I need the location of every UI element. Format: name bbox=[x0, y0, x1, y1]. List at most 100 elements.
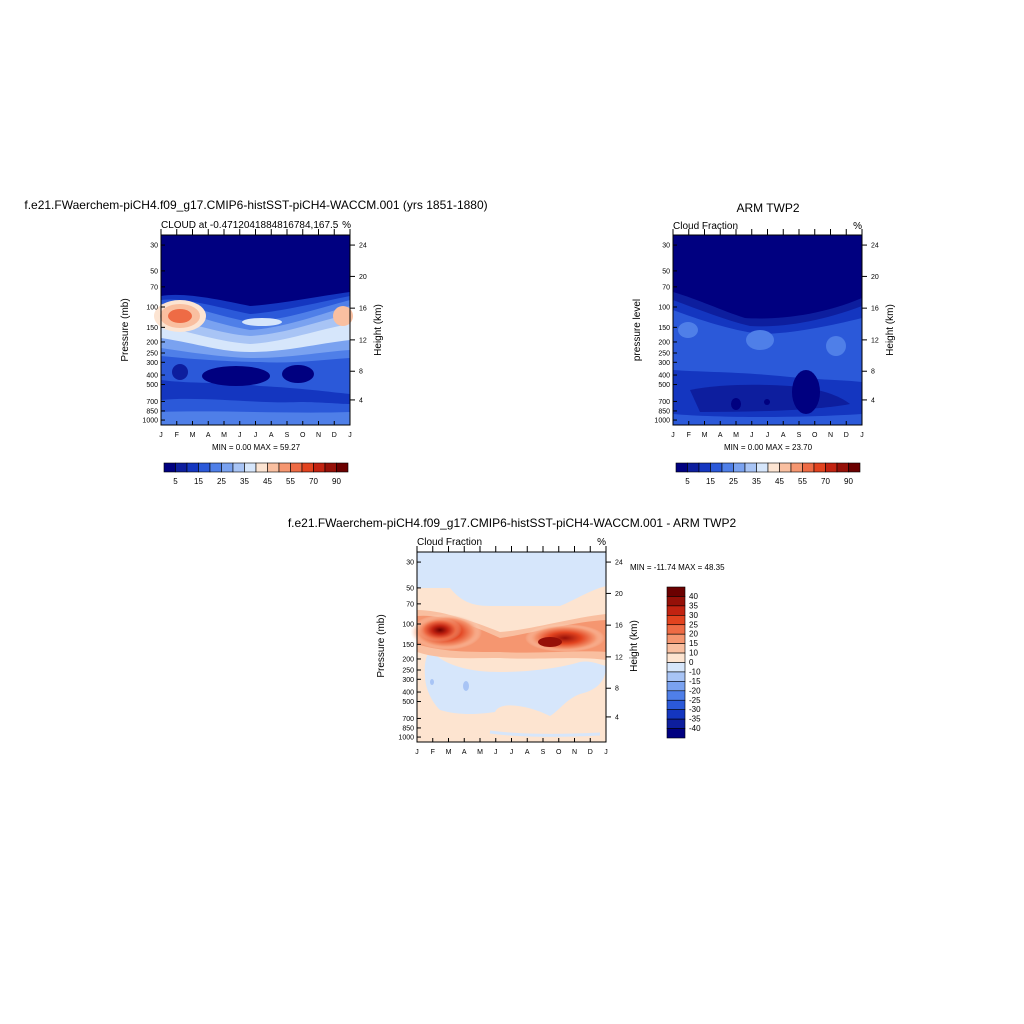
y-tick-label: 100 bbox=[658, 305, 670, 312]
colorbar-label: 5 bbox=[173, 477, 178, 486]
colorbar-label: 90 bbox=[332, 477, 341, 486]
colorbar-label: 5 bbox=[685, 477, 690, 486]
panel-model-colorbar: 5 15 25 35 45 55 70 90 bbox=[163, 462, 349, 486]
y-tick-label: 250 bbox=[402, 667, 414, 674]
y2-tick-label: 8 bbox=[871, 369, 875, 376]
y-tick-label: 50 bbox=[406, 585, 414, 592]
y-tick-label: 700 bbox=[658, 399, 670, 406]
y-tick-label: 700 bbox=[402, 716, 414, 723]
panel-model-ylabel: Pressure (mb) bbox=[120, 298, 131, 361]
y-tick-label: 30 bbox=[406, 560, 414, 567]
x-tick-label: A bbox=[718, 432, 723, 439]
y-tick-label: 30 bbox=[150, 243, 158, 250]
colorbar-swatch bbox=[756, 462, 769, 473]
colorbar-swatch bbox=[290, 462, 303, 473]
panel-obs-colorbar: 5 15 25 35 45 55 70 90 bbox=[675, 462, 861, 486]
y-tick-label: 500 bbox=[402, 699, 414, 706]
colorbar-label: 20 bbox=[689, 630, 698, 639]
colorbar-label: 25 bbox=[689, 620, 698, 629]
y-tick-label: 400 bbox=[658, 373, 670, 380]
x-tick-label: J bbox=[510, 749, 514, 756]
y-tick-label: 50 bbox=[662, 268, 670, 275]
panel-model-left-title: CLOUD at -0.4712041884816784,167.5 bbox=[161, 220, 339, 231]
y2-tick-label: 20 bbox=[871, 274, 879, 281]
colorbar-label: 15 bbox=[706, 477, 715, 486]
colorbar-swatch bbox=[313, 462, 326, 473]
colorbar-label: -15 bbox=[689, 677, 701, 686]
panel-diff-contours bbox=[410, 552, 606, 742]
y-tick-label: 50 bbox=[150, 268, 158, 275]
colorbar-swatch bbox=[666, 662, 686, 673]
colorbar-label: 35 bbox=[689, 601, 698, 610]
panel-diff: f.e21.FWaerchem-piCH4.f09_g17.CMIP6-hist… bbox=[288, 516, 737, 756]
panel-model-axes: J F M A M J J A S O N D J 30 50 70 100 150 200 250 300 400 500… bbox=[142, 229, 367, 439]
colorbar-label: 70 bbox=[821, 477, 830, 486]
colorbar-swatch bbox=[666, 709, 686, 720]
y2-tick-label: 12 bbox=[359, 337, 367, 344]
y-tick-label: 700 bbox=[146, 399, 158, 406]
x-tick-label: J bbox=[494, 749, 498, 756]
colorbar-swatch bbox=[744, 462, 757, 473]
x-tick-label: F bbox=[687, 432, 691, 439]
colorbar-label: 25 bbox=[217, 477, 226, 486]
x-tick-label: N bbox=[316, 432, 321, 439]
y-tick-label: 250 bbox=[146, 350, 158, 357]
panel-model-units: % bbox=[342, 220, 351, 231]
colorbar-swatch bbox=[666, 652, 686, 663]
x-tick-label: J bbox=[604, 749, 608, 756]
colorbar-swatch bbox=[221, 462, 234, 473]
y-tick-label: 200 bbox=[146, 339, 158, 346]
y2-tick-label: 8 bbox=[615, 686, 619, 693]
panel-obs-left-title: Cloud Fraction bbox=[673, 221, 738, 232]
colorbar-swatch bbox=[666, 728, 686, 739]
colorbar-swatch bbox=[278, 462, 291, 473]
y2-tick-label: 16 bbox=[615, 623, 623, 630]
x-tick-label: M bbox=[446, 749, 452, 756]
x-tick-label: J bbox=[238, 432, 242, 439]
y2-tick-label: 16 bbox=[359, 306, 367, 313]
panel-diff-axes: J F M A M J J A S O N D J 30 50 70 100 150 200 250 300 400 500… bbox=[398, 546, 623, 756]
colorbar-label: 40 bbox=[689, 592, 698, 601]
y-tick-label: 300 bbox=[146, 360, 158, 367]
panel-diff-left-title: Cloud Fraction bbox=[417, 537, 482, 548]
y-tick-label: 500 bbox=[146, 382, 158, 389]
y-tick-label: 200 bbox=[402, 656, 414, 663]
y2-tick-label: 24 bbox=[871, 243, 879, 250]
y-tick-label: 70 bbox=[406, 601, 414, 608]
colorbar-swatch bbox=[198, 462, 211, 473]
colorbar-label: -25 bbox=[689, 696, 701, 705]
y2-tick-label: 20 bbox=[359, 274, 367, 281]
colorbar-label: 90 bbox=[844, 477, 853, 486]
x-tick-label: O bbox=[300, 432, 306, 439]
x-tick-label: A bbox=[206, 432, 211, 439]
x-tick-label: D bbox=[332, 432, 337, 439]
colorbar-label: 25 bbox=[729, 477, 738, 486]
y2-tick-label: 24 bbox=[359, 243, 367, 250]
colorbar-swatch bbox=[324, 462, 337, 473]
y-tick-label: 150 bbox=[658, 325, 670, 332]
x-tick-label: A bbox=[269, 432, 274, 439]
colorbar-swatch bbox=[666, 699, 686, 710]
colorbar-swatch bbox=[666, 586, 686, 597]
panel-diff-minmax: MIN = -11.74 MAX = 48.35 bbox=[630, 563, 725, 572]
colorbar-swatch bbox=[767, 462, 780, 473]
y-tick-label: 850 bbox=[658, 408, 670, 415]
y-tick-label: 850 bbox=[402, 725, 414, 732]
y-tick-label: 70 bbox=[150, 284, 158, 291]
colorbar-swatch bbox=[666, 605, 686, 616]
colorbar-swatch bbox=[163, 462, 176, 473]
y2-tick-label: 16 bbox=[871, 306, 879, 313]
panel-model-suptitle: f.e21.FWaerchem-piCH4.f09_g17.CMIP6-hist… bbox=[24, 198, 487, 212]
colorbar-label: 15 bbox=[194, 477, 203, 486]
colorbar-swatch bbox=[666, 596, 686, 607]
colorbar-swatch bbox=[721, 462, 734, 473]
colorbar-swatch bbox=[813, 462, 826, 473]
x-tick-label: J bbox=[159, 432, 163, 439]
colorbar-swatch bbox=[848, 462, 861, 473]
colorbar-swatch bbox=[790, 462, 803, 473]
x-tick-label: O bbox=[556, 749, 562, 756]
colorbar-swatch bbox=[802, 462, 815, 473]
x-tick-label: N bbox=[828, 432, 833, 439]
y-tick-label: 1000 bbox=[142, 418, 158, 425]
